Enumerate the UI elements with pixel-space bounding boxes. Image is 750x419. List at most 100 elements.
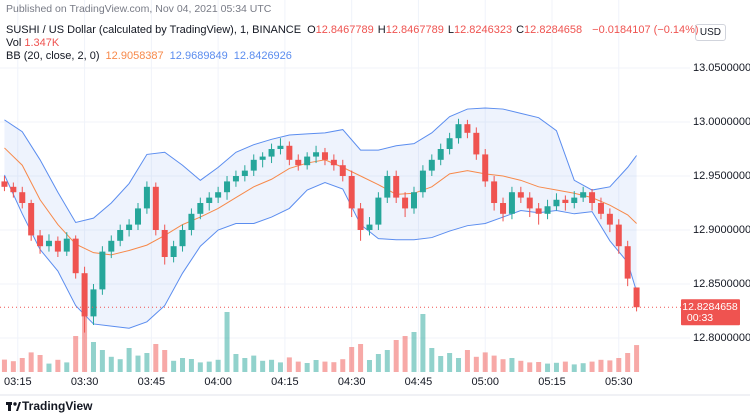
bb-legend: BB (20, close, 2, 0) 12.9058387 12.9689849… — [6, 50, 292, 63]
volume-bar — [562, 361, 568, 372]
candle-body — [419, 170, 426, 193]
candle-body — [304, 156, 311, 166]
volume-bar — [553, 362, 559, 372]
volume-bar — [571, 364, 577, 372]
candle-body — [188, 213, 195, 231]
candle-body — [589, 192, 596, 204]
volume-label: Vol — [6, 37, 22, 49]
brand-name: TradingView — [22, 399, 93, 413]
candle-body — [491, 181, 498, 204]
candle-body — [339, 165, 346, 177]
candle-body — [286, 145, 293, 160]
volume-bar — [171, 360, 177, 372]
volume-bar — [456, 358, 462, 372]
candle-body — [28, 203, 35, 236]
volume-bar — [447, 353, 453, 372]
candle-body — [571, 197, 578, 204]
volume-bar — [518, 360, 524, 372]
volume-bar — [616, 358, 622, 372]
candle-body — [143, 186, 150, 209]
bb-basis-value: 12.9058387 — [105, 50, 164, 62]
y-tick-label: 12.9500000 — [693, 170, 750, 182]
x-tick-label: 04:30 — [338, 376, 366, 388]
volume-bar — [162, 350, 168, 372]
candle-body — [437, 149, 444, 160]
volume-bar — [269, 359, 275, 372]
bb-label: BB (20, close, 2, 0) — [6, 50, 100, 62]
candle-body — [313, 152, 320, 157]
ohlc-legend-value: 12.8467789 — [315, 24, 374, 36]
bb-upper-value: 12.9689849 — [169, 50, 228, 62]
volume-bar — [384, 350, 390, 372]
volume-bar — [322, 361, 328, 372]
volume-bar — [607, 360, 613, 372]
candle-body — [597, 203, 604, 214]
candle-body — [81, 273, 88, 317]
ohlc-legend-label: H — [377, 24, 386, 36]
x-tick-label: 05:00 — [471, 376, 499, 388]
ohlc-legend-label: C — [516, 24, 525, 36]
last-price-box — [681, 299, 740, 326]
change: −0.0184107 (−0.14%) — [592, 24, 699, 36]
volume-bar — [491, 355, 497, 372]
candle-body — [428, 159, 435, 171]
candle-body — [508, 192, 515, 214]
volume-bar — [340, 359, 346, 372]
candle-body — [535, 208, 542, 214]
volume-bar — [598, 359, 604, 372]
volume-bar — [420, 314, 426, 372]
volume-bar — [527, 362, 533, 372]
candle-body — [526, 197, 533, 209]
symbol-legend: SUSHI / US Dollar (calculated by Trading… — [6, 24, 699, 37]
candle-body — [90, 289, 97, 317]
candle-body — [170, 246, 177, 257]
volume-bar — [545, 363, 551, 372]
volume-bar — [99, 350, 105, 372]
x-tick-label: 05:15 — [538, 376, 566, 388]
candle-body — [224, 181, 231, 193]
candle-body — [375, 197, 382, 225]
volume-bar — [366, 360, 372, 372]
volume-bar — [224, 312, 230, 372]
volume-bar — [144, 353, 150, 372]
x-tick-label: 04:45 — [405, 376, 433, 388]
symbol-title: SUSHI / US Dollar (calculated by Trading… — [6, 24, 302, 36]
candle-body — [446, 138, 453, 150]
candle-body — [250, 159, 257, 171]
volume-legend: Vol 1.347K — [6, 37, 59, 50]
volume-bar — [500, 359, 506, 372]
volume-bar — [153, 344, 159, 372]
currency-button[interactable]: USD — [694, 24, 726, 41]
candle-body — [517, 192, 524, 198]
volume-bar — [589, 361, 595, 372]
volume-value: 1.347K — [24, 37, 60, 49]
volume-bar — [55, 359, 61, 372]
volume-bar — [331, 362, 337, 372]
last-price-label: 12.8284658 — [682, 301, 738, 313]
candle-body — [108, 240, 115, 252]
x-tick-label: 03:30 — [71, 376, 99, 388]
candle-body — [455, 124, 462, 139]
candle-body — [126, 224, 133, 231]
ohlc-legend-value: 12.8284658 — [524, 24, 583, 36]
candle-body — [606, 213, 613, 225]
volume-bar — [117, 359, 123, 372]
candle-body — [268, 149, 275, 157]
volume-bar — [242, 358, 248, 372]
candle-body — [37, 235, 44, 247]
x-tick-label: 04:15 — [271, 376, 299, 388]
candle-body — [624, 246, 631, 279]
volume-bar — [64, 362, 70, 372]
volume-bar — [402, 336, 408, 372]
y-tick-label: 12.8500000 — [693, 278, 750, 290]
volume-bar — [188, 359, 194, 372]
volume-bar — [251, 355, 257, 372]
brand-logo — [6, 402, 21, 411]
candle-body — [45, 240, 52, 247]
bb-band-fill — [4, 107, 637, 329]
volume-bar — [277, 362, 283, 372]
volume-bar — [82, 314, 88, 372]
volume-bar — [135, 355, 141, 372]
candle-body — [402, 197, 409, 209]
